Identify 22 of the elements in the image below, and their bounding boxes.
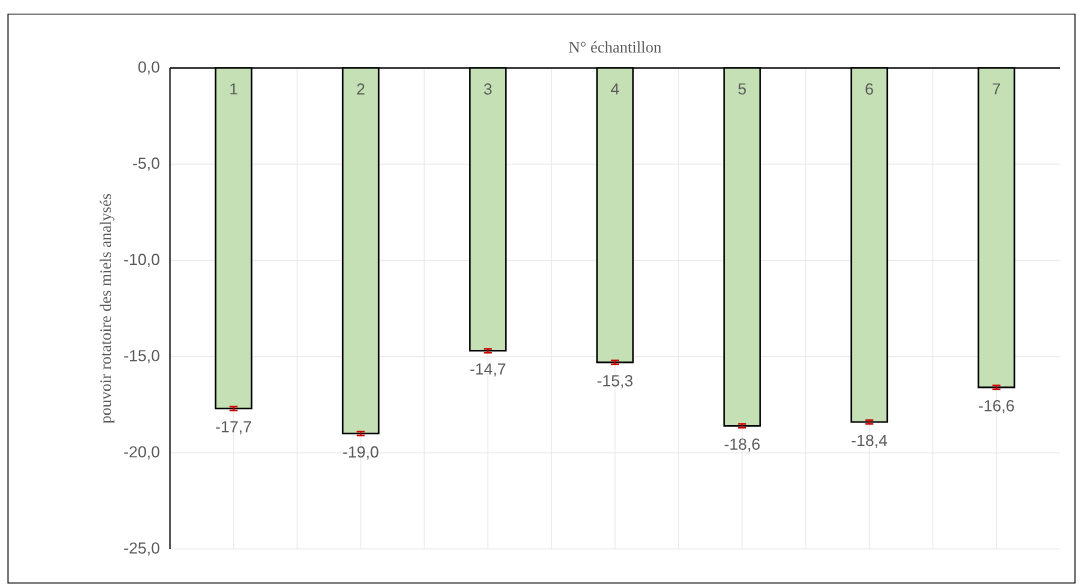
- y-axis-title: pouvoir rotatoire des miels analysés: [99, 193, 115, 424]
- x-axis-title: N° échantillon: [568, 41, 662, 53]
- x-tick-label: 2: [357, 83, 365, 95]
- y-tick-label: 0,0: [138, 61, 160, 75]
- y-tick-label: -15,0: [124, 349, 160, 364]
- x-tick-label: 5: [738, 83, 746, 95]
- data-label: -19,0: [343, 446, 379, 460]
- y-tick-label: -20,0: [124, 446, 160, 460]
- data-label: -14,7: [470, 363, 506, 377]
- data-label: -18,6: [724, 438, 760, 452]
- data-label: -16,6: [978, 400, 1014, 414]
- y-tick-label: -25,0: [124, 542, 160, 556]
- data-label: -15,3: [597, 375, 633, 389]
- y-tick-label: -5,0: [133, 157, 160, 171]
- x-tick-label: 4: [610, 83, 619, 95]
- x-tick-label: 3: [484, 83, 492, 95]
- x-tick-label: 6: [865, 83, 874, 95]
- x-tick-label: 7: [992, 83, 1001, 95]
- data-label: -17,7: [216, 421, 251, 435]
- y-tick-label: -10,0: [124, 253, 160, 267]
- x-tick-label: 1: [230, 83, 238, 95]
- data-label: -18,4: [851, 434, 888, 448]
